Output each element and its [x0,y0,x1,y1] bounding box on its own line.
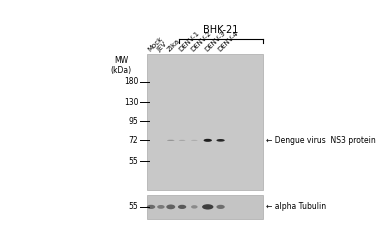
Ellipse shape [178,205,186,209]
Text: 130: 130 [124,98,138,107]
Text: 55: 55 [129,157,138,166]
Ellipse shape [147,205,155,209]
Text: 180: 180 [124,77,138,86]
Text: DENV-2: DENV-2 [190,30,213,53]
Text: DENV-3: DENV-3 [204,30,226,53]
Text: Zika: Zika [167,38,181,53]
Text: 95: 95 [129,117,138,126]
Text: ← alpha Tubulin: ← alpha Tubulin [266,202,326,211]
Text: BHK-21: BHK-21 [203,25,239,34]
Ellipse shape [216,205,225,209]
Ellipse shape [157,205,165,209]
Text: Mock: Mock [147,35,164,53]
Ellipse shape [202,204,213,210]
Bar [147,54,263,190]
Ellipse shape [204,139,212,142]
Ellipse shape [191,205,198,209]
Ellipse shape [167,140,174,141]
Ellipse shape [191,140,198,141]
Ellipse shape [179,140,186,141]
Text: DENV-1: DENV-1 [178,30,201,53]
Bar [147,195,263,219]
Text: JEV: JEV [157,41,169,53]
Text: 72: 72 [129,136,138,145]
Text: MW
(kDa): MW (kDa) [110,56,132,75]
Text: ← Dengue virus  NS3 protein: ← Dengue virus NS3 protein [266,136,376,145]
Ellipse shape [166,205,175,209]
Ellipse shape [216,139,225,142]
Text: DENV-4: DENV-4 [216,30,239,53]
Text: 55: 55 [129,202,138,211]
